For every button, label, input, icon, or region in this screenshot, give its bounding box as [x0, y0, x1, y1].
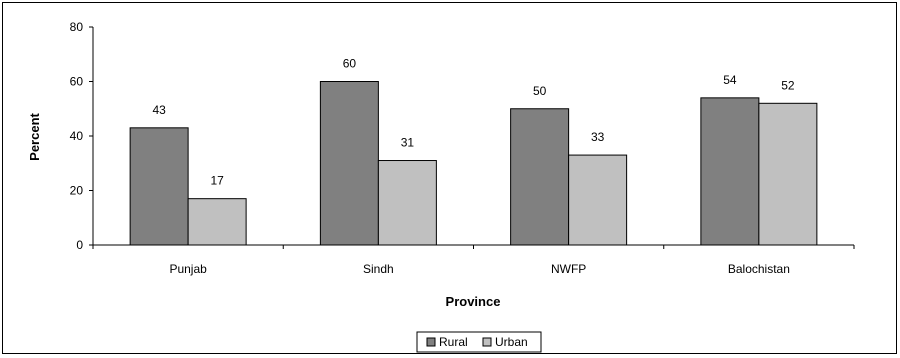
bar-urban-sindh	[377, 160, 437, 246]
data-label: 31	[401, 136, 415, 150]
y-axis: 0 20 40 60 80	[70, 20, 94, 252]
x-tick-label: Punjab	[169, 262, 207, 276]
x-tick-label: Sindh	[363, 262, 394, 276]
y-axis-title: Percent	[27, 112, 42, 160]
legend-box	[416, 331, 542, 353]
y-tick-label: 60	[70, 75, 84, 89]
x-axis-title: Province	[446, 294, 501, 309]
bars	[129, 81, 818, 246]
legend-swatch-rural	[426, 337, 436, 347]
legend: Rural Urban	[416, 331, 542, 353]
data-label: 17	[210, 174, 224, 188]
y-tick-label: 40	[70, 129, 84, 143]
data-label: 43	[152, 103, 166, 117]
chart-frame: 0 20 40 60 80 Punjab Sindh NWFP Balochistan 43 1…	[2, 2, 897, 354]
legend-label-urban: Urban	[495, 335, 528, 349]
x-tick-label: Balochistan	[728, 262, 790, 276]
x-axis: Punjab Sindh NWFP Balochistan	[92, 244, 855, 276]
data-label: 50	[533, 84, 547, 98]
data-label: 54	[723, 73, 737, 87]
x-tick-label: NWFP	[551, 262, 586, 276]
bar-rural-sindh	[319, 81, 379, 246]
bar-chart: 0 20 40 60 80 Punjab Sindh NWFP Balochistan 43 1…	[27, 20, 855, 353]
y-tick-label: 20	[70, 184, 84, 198]
bar-urban-nwfp	[568, 154, 628, 246]
bar-urban-punjab	[187, 198, 247, 246]
legend-swatch-urban	[482, 337, 492, 347]
data-labels: 43 17 60 31 50 33 54 52	[152, 57, 794, 188]
bar-rural-punjab	[129, 127, 189, 246]
legend-label-rural: Rural	[439, 335, 468, 349]
data-label: 52	[781, 78, 795, 92]
data-label: 33	[591, 130, 605, 144]
data-label: 60	[343, 57, 357, 71]
y-tick-label: 0	[76, 238, 83, 252]
bar-rural-nwfp	[510, 108, 570, 246]
y-tick-label: 80	[70, 20, 84, 34]
bar-urban-balochistan	[758, 102, 818, 246]
bar-rural-balochistan	[700, 97, 760, 246]
